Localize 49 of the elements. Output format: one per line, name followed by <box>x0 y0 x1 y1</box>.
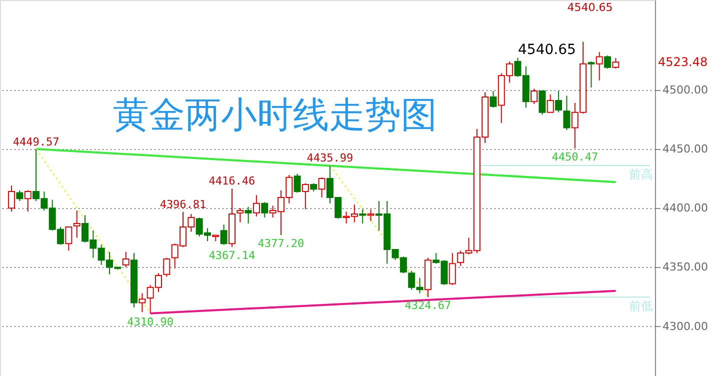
candlestick <box>252 194 260 217</box>
annotation: 4367.14 <box>208 248 256 262</box>
candlestick <box>448 252 456 286</box>
annotation: 4310.90 <box>127 315 174 328</box>
candlestick <box>163 257 170 278</box>
y-tick-label: 4300.00 <box>662 320 708 333</box>
candlestick <box>563 95 570 131</box>
annotation: 4449.57 <box>12 135 60 148</box>
candlestick <box>318 176 326 198</box>
candlestick <box>538 90 546 116</box>
candlestick <box>236 208 244 223</box>
candlestick <box>530 88 538 105</box>
candlestick <box>604 55 612 70</box>
text: 黄金两小时线走势图 <box>113 94 437 135</box>
candlestick <box>65 226 72 252</box>
candlestick <box>261 202 268 218</box>
annotation: 4377.20 <box>258 237 304 250</box>
y-tick-label: 4400.00 <box>662 202 708 215</box>
candlestick <box>16 190 24 202</box>
candlestick <box>588 60 595 88</box>
y-tick-label: 4500.00 <box>662 83 708 96</box>
ref-line-label: 前低 <box>629 299 653 314</box>
candlestick <box>294 173 301 194</box>
annotation: 4416.46 <box>208 174 256 188</box>
candlestick <box>8 185 16 212</box>
candlestick <box>73 210 80 238</box>
ref-line-label: 前高 <box>629 168 653 182</box>
annotation: 4435.99 <box>306 152 354 165</box>
candlestick <box>138 292 146 313</box>
candlestick <box>490 90 497 108</box>
annotation: 4540.65 <box>567 1 613 14</box>
candlestick <box>220 224 228 246</box>
candlestick <box>555 90 562 113</box>
candlestick <box>359 208 366 224</box>
candlestick <box>244 206 252 224</box>
y-tick-label: 4450.00 <box>662 142 708 156</box>
annotation: 4396.81 <box>160 198 206 211</box>
annotation: 4450.47 <box>552 150 598 164</box>
y-tick-label: 4350.00 <box>662 260 708 274</box>
candlestick <box>302 182 309 210</box>
candlestick <box>546 94 554 113</box>
annotation: 4324.67 <box>404 299 452 312</box>
candlestick <box>122 251 130 268</box>
candlestick <box>596 52 603 81</box>
annotation: 4540.65 <box>518 42 576 58</box>
candlestick <box>612 57 620 70</box>
candlestick <box>367 208 374 222</box>
text: 4523.48 <box>658 55 708 69</box>
candlestick <box>24 190 32 212</box>
